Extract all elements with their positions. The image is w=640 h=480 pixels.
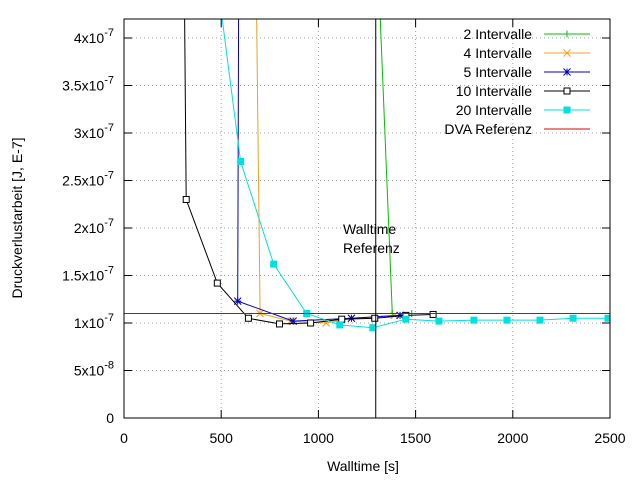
y-tick-mantissa: 1x10 [74,315,105,331]
legend-label-dva-referenz: DVA Referenz [444,121,532,137]
data-point-20-intervalle [336,321,344,329]
data-point-10-intervalle [213,279,221,287]
y-tick-label: 1.5x10-7 [62,265,114,284]
data-point-10-intervalle [429,310,437,318]
y-tick-label: 3.5x10-7 [62,75,114,94]
walltime-reference-label-line1: Walltime [343,221,396,237]
x-tick-label: 1500 [400,430,431,446]
series-line-2-intervalle [379,19,412,314]
legend-marker-4-intervalle [563,49,571,57]
y-tick-label: 2.5x10-7 [62,170,114,189]
legend-label-2-intervalle: 2 Intervalle [464,26,533,42]
data-point-20-intervalle [503,316,511,324]
y-tick-mantissa: 0 [106,410,114,426]
y-tick-exponent: -7 [104,170,114,182]
x-tick-label: 2500 [594,430,625,446]
legend-label-5-intervalle: 5 Intervalle [464,64,533,80]
data-point-20-intervalle [569,314,577,322]
y-tick-mantissa: 4x10 [74,30,105,46]
y-tick-exponent: -7 [104,75,114,87]
y-tick-mantissa: 2.5x10 [62,173,104,189]
legend-label-20-intervalle: 20 Intervalle [456,102,532,118]
y-tick-mantissa: 3x10 [74,125,105,141]
x-tick-label: 2000 [497,430,528,446]
axes: 0 500 1000 1500 2000 250005x10-81x10-71.5x10-… [62,19,626,446]
y-tick-mantissa: 1.5x10 [62,268,104,284]
y-tick-label: 1x10-7 [74,312,114,331]
y-tick-label: 4x10-7 [74,27,114,46]
data-point-20-intervalle [237,158,245,165]
series-group [124,19,610,332]
y-axis-label: Druckverlustarbeit [J, E-7] [9,137,25,298]
legend-marker-10-intervalle [563,87,571,95]
y-tick-exponent: -7 [104,265,114,277]
y-tick-exponent: -8 [104,360,114,372]
y-tick-label: 2x10-7 [74,217,114,236]
data-point-20-intervalle [470,316,478,324]
legend-label-4-intervalle: 4 Intervalle [464,45,533,61]
data-point-10-intervalle [371,314,379,322]
legend: 2 Intervalle 4 Intervalle 5 Intervalle 10 I… [444,26,590,137]
series-line-4-intervalle [256,19,395,324]
data-point-20-intervalle [536,316,544,324]
y-tick-mantissa: 5x10 [74,363,105,379]
data-point-20-intervalle [369,324,377,332]
data-point-10-intervalle [338,315,346,323]
legend-marker-5-intervalle [563,68,571,76]
legend-marker-2-intervalle [563,30,571,38]
data-point-10-intervalle [244,314,252,322]
x-tick-label: 500 [210,430,234,446]
walltime-reference-label-line2: Referenz [343,240,400,256]
legend-label-10-intervalle: 10 Intervalle [456,83,532,99]
legend-marker-20-intervalle [563,106,571,114]
y-tick-exponent: -7 [104,217,114,229]
plot-frame [123,18,611,419]
y-tick-exponent: -7 [104,312,114,324]
y-tick-label: 3x10-7 [74,122,114,141]
series-line-10-intervalle [184,19,434,325]
y-tick-mantissa: 3.5x10 [62,78,104,94]
x-tick-label: 1000 [303,430,334,446]
data-point-20-intervalle [270,260,278,268]
y-tick-exponent: -7 [104,27,114,39]
series-line-20-intervalle [221,19,609,329]
data-point-20-intervalle [604,314,610,322]
data-point-20-intervalle [435,317,443,325]
y-tick-exponent: -7 [104,122,114,134]
y-tick-label: 5x10-8 [74,360,114,379]
data-point-20-intervalle [402,315,410,323]
data-point-5-intervalle [347,314,356,323]
x-tick-label: 0 [120,430,128,446]
data-point-10-intervalle [276,320,284,328]
grid [124,19,610,418]
data-point-10-intervalle [307,319,315,327]
x-axis-label: Walltime [s] [327,458,399,474]
data-point-10-intervalle [182,196,190,203]
y-tick-label: 0 [106,410,114,426]
y-tick-mantissa: 2x10 [74,220,105,236]
